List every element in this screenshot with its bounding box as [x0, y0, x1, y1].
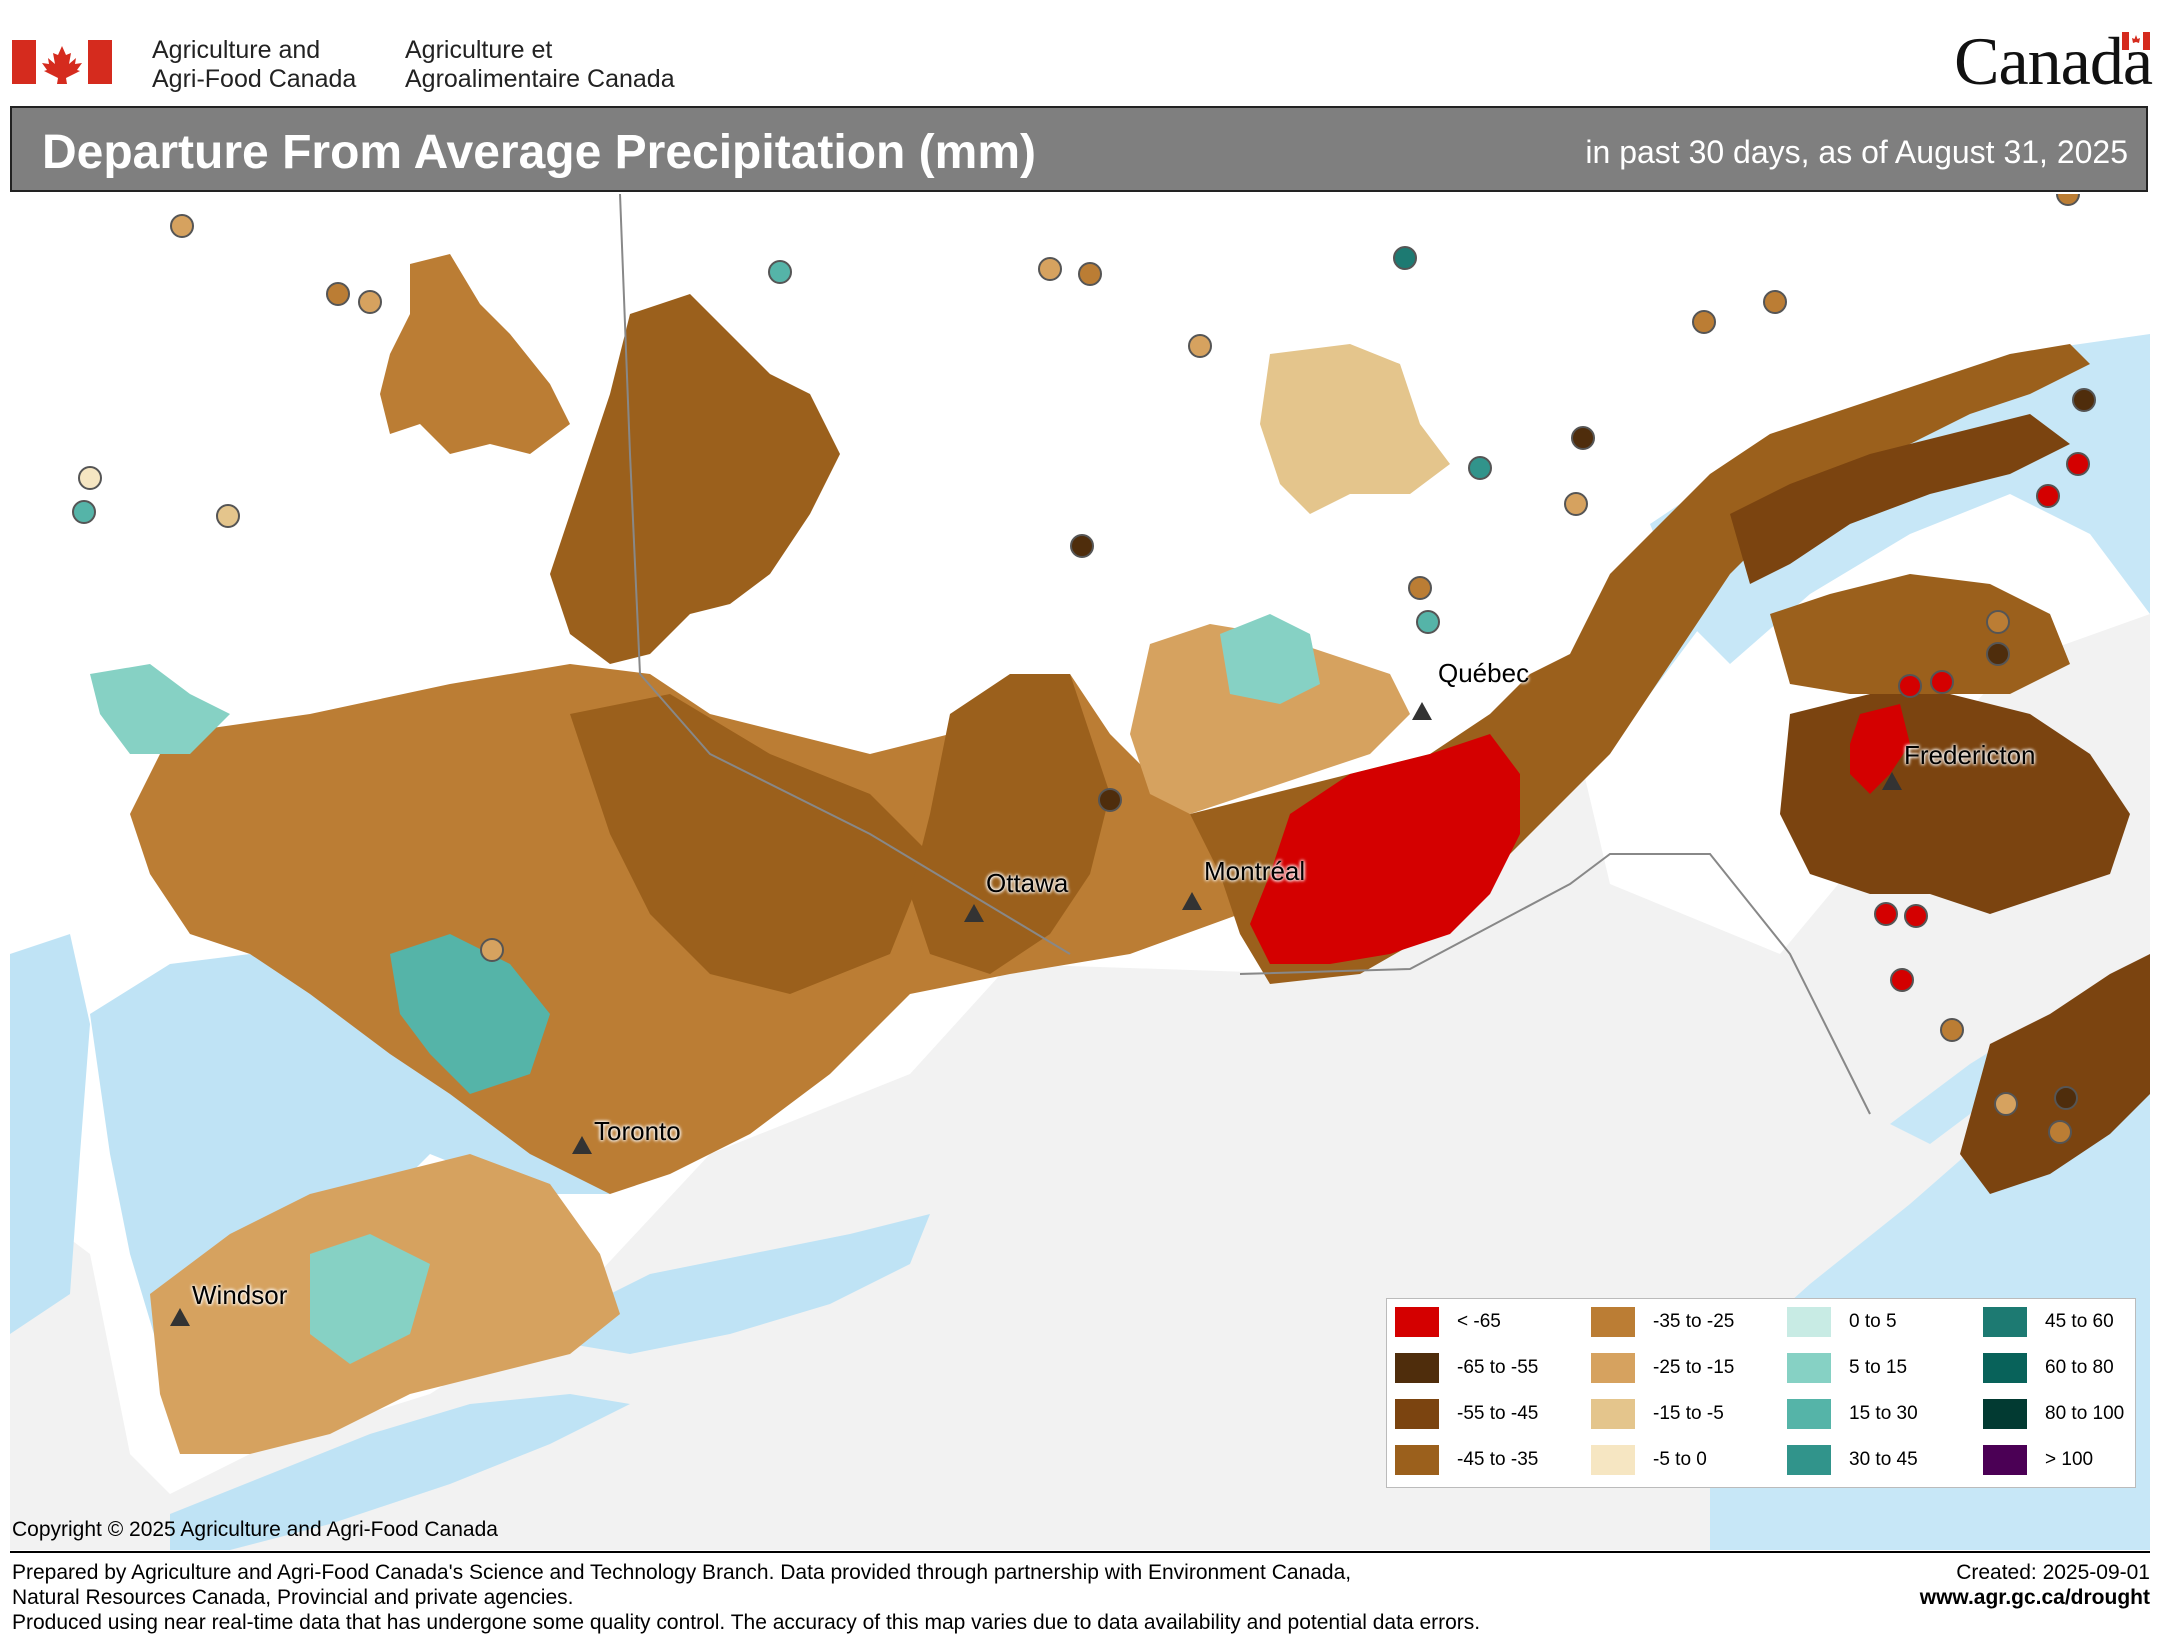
header: Agriculture and Agri-Food Canada Agricul… — [0, 0, 2162, 108]
legend-item: 60 to 80 — [1983, 1353, 2114, 1383]
legend-item: 15 to 30 — [1787, 1399, 1918, 1429]
legend-label: -15 to -5 — [1653, 1403, 1724, 1424]
legend-label: -45 to -35 — [1457, 1449, 1539, 1470]
legend-item: 45 to 60 — [1983, 1307, 2114, 1337]
map-panel[interactable]: Québec Fredericton Ottawa Montréal Toron… — [10, 194, 2150, 1550]
legend-item: -65 to -55 — [1395, 1353, 1538, 1383]
station-markers — [72, 194, 2096, 1144]
legend-label: 5 to 15 — [1849, 1357, 1908, 1378]
legend-label: 0 to 5 — [1849, 1311, 1897, 1332]
precip-region-fredericton — [1850, 704, 1910, 794]
legend-swatch — [1983, 1353, 2027, 1383]
legend-item: -5 to 0 — [1591, 1445, 1707, 1475]
city-label-fredericton: Fredericton — [1904, 740, 2036, 770]
legend-label: 45 to 60 — [2045, 1311, 2114, 1332]
legend: < -65 -65 to -55 -55 to -45 -45 to -35 -35 t… — [1386, 1298, 2136, 1488]
created-date: Created: 2025-09-01 — [1956, 1561, 2150, 1584]
legend-swatch — [1395, 1307, 1439, 1337]
lake-ontario — [570, 1214, 930, 1354]
legend-item: -15 to -5 — [1591, 1399, 1724, 1429]
legend-swatch — [1591, 1307, 1635, 1337]
map-canvas[interactable] — [10, 194, 2150, 1550]
copyright: Copyright © 2025 Agriculture and Agri-Fo… — [12, 1518, 498, 1541]
precip-region-huron-shore — [90, 664, 230, 754]
precip-region-quebec-teal — [1220, 614, 1320, 704]
department-name-english: Agriculture and Agri-Food Canada — [152, 36, 357, 93]
city-label-montreal: Montréal — [1204, 856, 1306, 886]
canada-flag-icon — [12, 40, 112, 84]
legend-swatch — [1983, 1307, 2027, 1337]
legend-item: -25 to -15 — [1591, 1353, 1734, 1383]
legend-swatch — [1787, 1399, 1831, 1429]
legend-swatch — [1591, 1399, 1635, 1429]
title-bar: Departure From Average Precipitation (mm… — [10, 106, 2148, 192]
legend-label: 30 to 45 — [1849, 1449, 1918, 1470]
precip-region-sw-ontario-wet — [390, 934, 550, 1094]
city-label-quebec: Québec — [1438, 658, 1530, 688]
legend-swatch — [1395, 1445, 1439, 1475]
footer-meta: Created: 2025-09-01 www.agr.gc.ca/drough… — [1920, 1560, 2150, 1610]
footer-credits: Prepared by Agriculture and Agri-Food Ca… — [12, 1561, 1481, 1634]
legend-label: < -65 — [1457, 1311, 1501, 1332]
legend-item: 5 to 15 — [1787, 1353, 1907, 1383]
legend-swatch — [1983, 1399, 2027, 1429]
precip-region-sw-ontario-teal — [310, 1234, 430, 1364]
footer-divider — [10, 1551, 2150, 1553]
drought-url-link[interactable]: www.agr.gc.ca/drought — [1919, 1586, 2150, 1609]
canada-us-border — [1239, 853, 1871, 1115]
precip-region-eastern-townships — [1250, 734, 1520, 964]
legend-swatch — [1591, 1353, 1635, 1383]
legend-label: -35 to -25 — [1653, 1311, 1735, 1332]
legend-swatch — [1591, 1445, 1635, 1475]
legend-swatch — [1395, 1353, 1439, 1383]
city-marker-icon — [170, 1308, 190, 1326]
legend-item: 80 to 100 — [1983, 1399, 2124, 1429]
canada-wordmark: Canadä — [1954, 23, 2153, 99]
legend-item: < -65 — [1395, 1307, 1501, 1337]
map-subtitle: in past 30 days, as of August 31, 2025 — [1585, 134, 2128, 170]
precip-region-nova-scotia — [1960, 954, 2150, 1194]
legend-swatch — [1787, 1445, 1831, 1475]
city-marker-icon — [1412, 702, 1432, 720]
legend-label: -25 to -15 — [1653, 1357, 1735, 1378]
city-label-ottawa: Ottawa — [986, 868, 1069, 898]
lake-erie — [170, 1394, 630, 1550]
legend-swatch — [1787, 1307, 1831, 1337]
ontario-quebec-border — [619, 194, 1071, 955]
city-marker-icon — [1882, 772, 1902, 790]
legend-swatch — [1983, 1445, 2027, 1475]
precip-region-quebec-lakes — [1130, 624, 1410, 814]
lake-michigan — [10, 934, 90, 1334]
legend-label: -5 to 0 — [1653, 1449, 1707, 1470]
precip-region-quebec-north — [1260, 344, 1450, 514]
legend-item: -35 to -25 — [1591, 1307, 1734, 1337]
legend-label: 15 to 30 — [1849, 1403, 1918, 1424]
city-marker-icon — [1182, 892, 1202, 910]
legend-label: > 100 — [2045, 1449, 2094, 1470]
wordmark-flag-icon — [2122, 32, 2150, 50]
city-marker-icon — [572, 1136, 592, 1154]
legend-swatch — [1787, 1353, 1831, 1383]
legend-label: 80 to 100 — [2045, 1403, 2125, 1424]
precip-region-western-ontario — [380, 254, 570, 454]
precip-region-central-ontario-dark — [570, 694, 930, 994]
legend-label: 60 to 80 — [2045, 1357, 2114, 1378]
legend-item: -45 to -35 — [1395, 1445, 1538, 1475]
legend-label: -55 to -45 — [1457, 1403, 1539, 1424]
city-label-windsor: Windsor — [192, 1280, 288, 1310]
legend-item: 0 to 5 — [1787, 1307, 1897, 1337]
legend-item: -55 to -45 — [1395, 1399, 1538, 1429]
city-label-toronto: Toronto — [594, 1116, 681, 1146]
precip-region-northern-ontario — [550, 294, 840, 664]
precip-region-ottawa-valley — [910, 674, 1110, 974]
legend-item: 30 to 45 — [1787, 1445, 1918, 1475]
map-title: Departure From Average Precipitation (mm… — [42, 126, 1037, 179]
city-markers — [170, 702, 1902, 1326]
precip-region-gaspe — [1730, 414, 2070, 584]
department-name-french: Agriculture et Agroalimentaire Canada — [405, 36, 675, 93]
city-marker-icon — [964, 904, 984, 922]
legend-item: > 100 — [1983, 1445, 2093, 1475]
legend-label: -65 to -55 — [1457, 1357, 1539, 1378]
legend-swatch — [1395, 1399, 1439, 1429]
